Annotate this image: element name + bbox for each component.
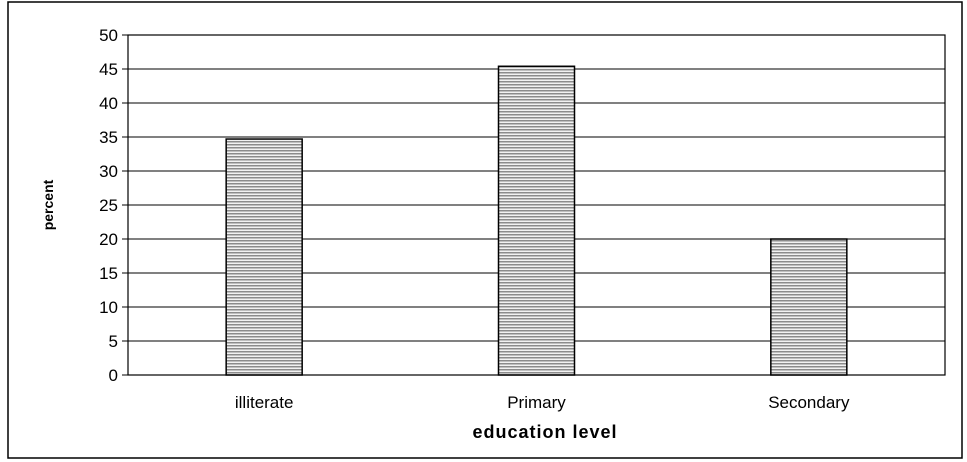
plot-area-frame — [127, 34, 946, 376]
chart-outer-frame — [7, 1, 963, 459]
y-tick-label: 20 — [99, 230, 118, 249]
category-label-secondary: Secondary — [768, 393, 850, 412]
y-tick-label: 50 — [99, 26, 118, 45]
y-axis-label: percent — [40, 179, 56, 230]
category-labels: illiterate Primary Secondary — [235, 393, 850, 412]
y-tick-label: 10 — [99, 298, 118, 317]
y-tick-label: 25 — [99, 196, 118, 215]
y-tick-label: 45 — [99, 60, 118, 79]
y-axis-ticks: 0 5 10 15 20 25 30 35 40 45 50 — [99, 26, 128, 385]
bars — [225, 65, 848, 376]
y-tick-label: 40 — [99, 94, 118, 113]
y-tick-label: 15 — [99, 264, 118, 283]
bar-illiterate — [225, 138, 303, 376]
category-label-primary: Primary — [507, 393, 566, 412]
y-tick-label: 0 — [109, 366, 118, 385]
y-tick-label: 30 — [99, 162, 118, 181]
bar-secondary — [770, 238, 848, 376]
x-axis-label: education level — [472, 422, 617, 442]
category-label-illiterate: illiterate — [235, 393, 294, 412]
bar-primary — [497, 65, 576, 376]
y-tick-label: 35 — [99, 128, 118, 147]
y-tick-label: 5 — [109, 332, 118, 351]
